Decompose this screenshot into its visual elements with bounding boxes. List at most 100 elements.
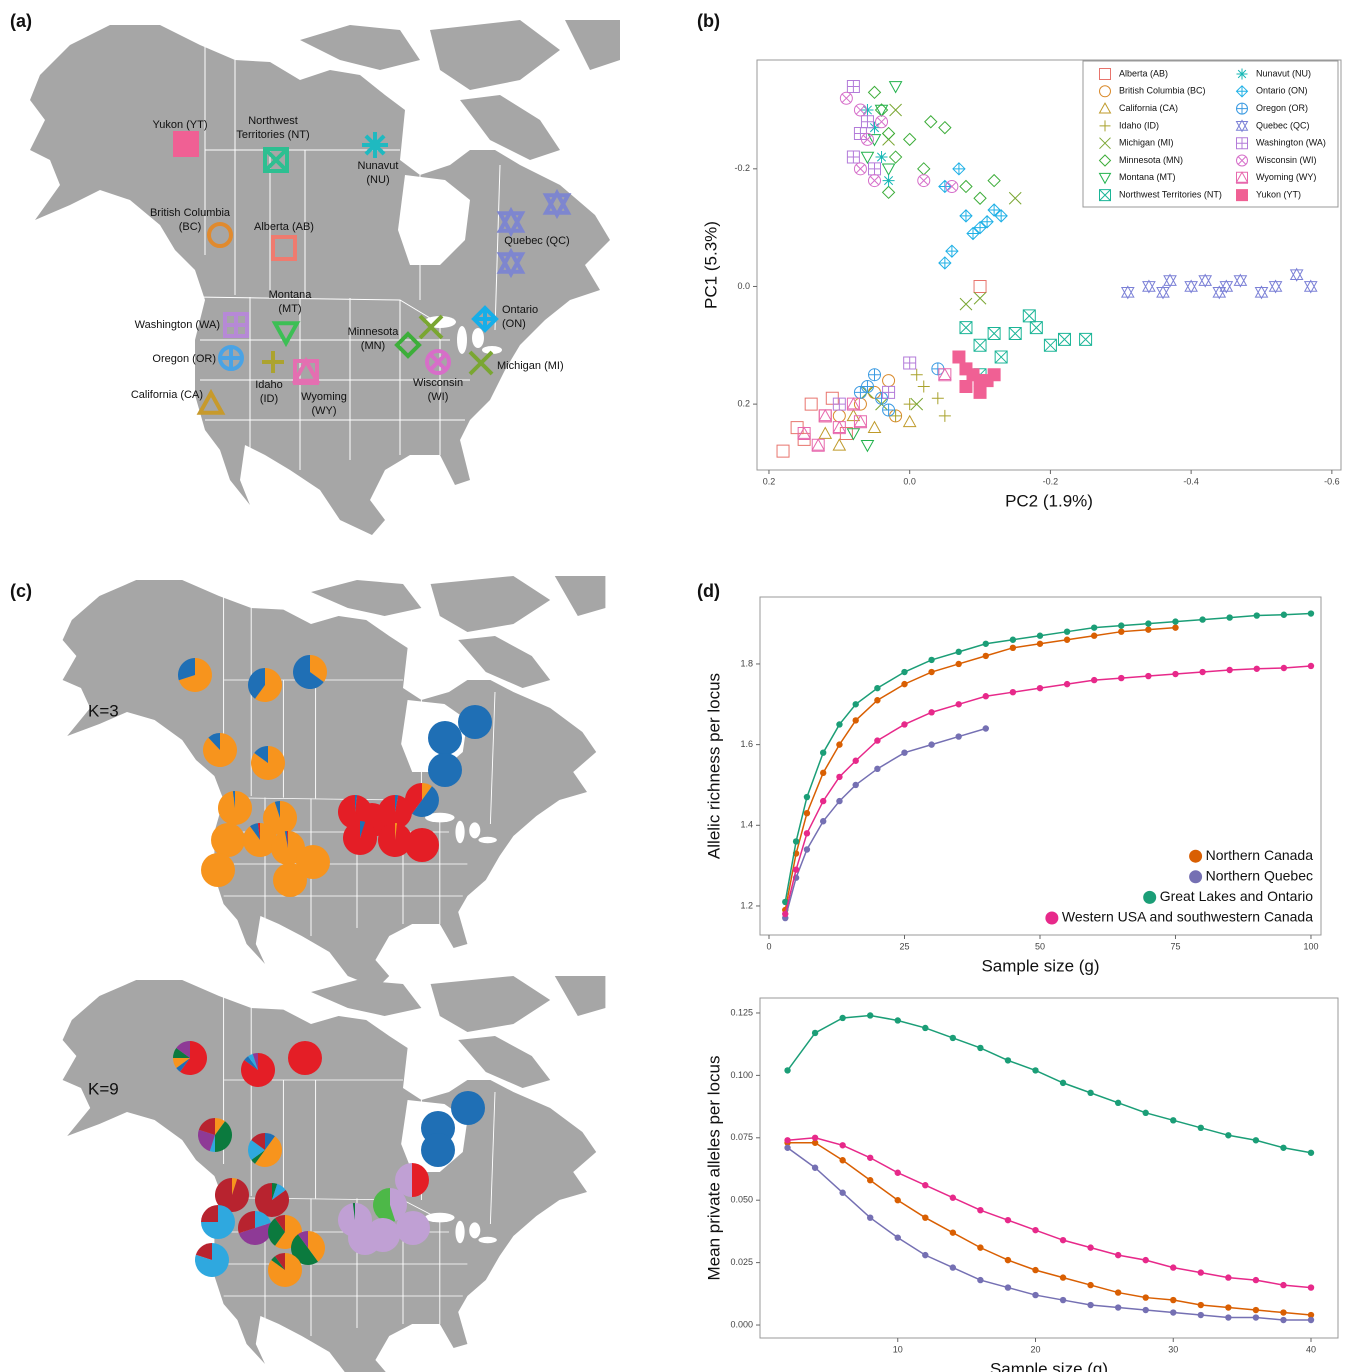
site-marker xyxy=(496,247,526,279)
point xyxy=(782,898,789,906)
site-label: (ON) xyxy=(502,318,526,330)
pie-slice xyxy=(251,1150,265,1164)
y-tick-label: 1.2 xyxy=(740,900,753,910)
pie-slice xyxy=(173,1058,190,1068)
point xyxy=(1172,670,1179,678)
point xyxy=(804,397,818,411)
point xyxy=(846,397,861,411)
point xyxy=(1197,1124,1205,1132)
point xyxy=(1252,1276,1260,1284)
point xyxy=(811,1134,819,1141)
point xyxy=(819,749,827,756)
pie-slice xyxy=(428,753,462,787)
point xyxy=(1307,1316,1315,1324)
pie-slice xyxy=(421,1133,455,1167)
legend-marker xyxy=(1099,85,1112,98)
point xyxy=(903,398,916,411)
point xyxy=(853,127,867,141)
pie-slice xyxy=(395,795,399,812)
pie-slice xyxy=(215,1178,250,1212)
point xyxy=(1090,676,1098,684)
point xyxy=(917,174,931,188)
legend-label: Nunavut (NU) xyxy=(1256,68,1311,78)
y-tick-label: 0.075 xyxy=(730,1132,753,1142)
y-axis-title: Allelic richness per locus xyxy=(704,673,723,859)
point xyxy=(839,427,853,441)
point xyxy=(959,321,973,335)
pie-slice xyxy=(195,1243,212,1260)
point xyxy=(1004,1216,1012,1224)
point xyxy=(867,134,882,147)
legend-label: California (CA) xyxy=(1119,103,1178,113)
point xyxy=(832,420,847,435)
pie-slice xyxy=(262,801,297,836)
line xyxy=(784,727,987,919)
point xyxy=(797,426,811,441)
point xyxy=(1225,1314,1232,1321)
site-label: (MT) xyxy=(278,303,301,315)
point xyxy=(797,432,811,446)
point xyxy=(1004,1057,1012,1064)
point xyxy=(1307,610,1315,617)
site-marker xyxy=(173,131,199,157)
point xyxy=(836,721,843,728)
point xyxy=(949,1264,957,1271)
point xyxy=(852,717,859,724)
pie-slice xyxy=(255,668,282,702)
legend-marker xyxy=(1236,68,1248,80)
point xyxy=(1009,644,1017,652)
point xyxy=(1059,1296,1067,1304)
pie-slice xyxy=(412,1163,429,1197)
site-marker xyxy=(468,350,494,376)
legend-marker xyxy=(1098,102,1112,114)
point xyxy=(987,368,1001,382)
point xyxy=(982,725,989,732)
point xyxy=(1280,664,1288,672)
pie-slice xyxy=(366,1218,400,1252)
pie-slice xyxy=(232,791,235,808)
point xyxy=(782,910,789,918)
point xyxy=(792,838,800,845)
point xyxy=(987,327,1001,341)
point xyxy=(977,1244,984,1251)
pie-slice xyxy=(180,1041,207,1075)
legend-label: Wisconsin (WI) xyxy=(1256,155,1317,165)
pie-slice xyxy=(288,1041,322,1075)
point xyxy=(1280,1281,1287,1289)
point xyxy=(1114,1099,1122,1107)
point xyxy=(853,103,867,117)
site-marker xyxy=(394,331,422,359)
point xyxy=(1118,628,1125,635)
point xyxy=(973,191,987,205)
point xyxy=(1172,618,1179,625)
point xyxy=(1032,1291,1039,1299)
point xyxy=(1036,640,1044,647)
y-axis-title: PC1 (5.3%) xyxy=(701,221,720,309)
pie-slice xyxy=(250,746,285,780)
point xyxy=(836,797,843,805)
point xyxy=(938,120,952,135)
legend-label: Montana (MT) xyxy=(1119,172,1176,182)
panel-letter: (c) xyxy=(10,581,32,601)
point xyxy=(1199,668,1206,676)
point xyxy=(839,1189,846,1196)
point xyxy=(1142,1294,1149,1301)
point xyxy=(1280,611,1288,618)
point xyxy=(1090,632,1098,639)
pie-slice xyxy=(252,1053,258,1070)
point xyxy=(910,368,923,381)
y-tick-label: 1.4 xyxy=(740,820,753,830)
pie-slice xyxy=(405,828,439,862)
point xyxy=(875,151,888,164)
line xyxy=(786,1014,1312,1154)
point xyxy=(922,1251,929,1259)
y-tick-label: 0.2 xyxy=(737,398,750,408)
pie-slice xyxy=(209,1135,215,1152)
point xyxy=(973,291,987,305)
point xyxy=(868,121,881,134)
point xyxy=(852,757,859,764)
point xyxy=(928,656,935,664)
point xyxy=(1307,662,1315,670)
k-label: K=3 xyxy=(88,701,119,720)
x-tick-label: 0.0 xyxy=(903,476,916,486)
